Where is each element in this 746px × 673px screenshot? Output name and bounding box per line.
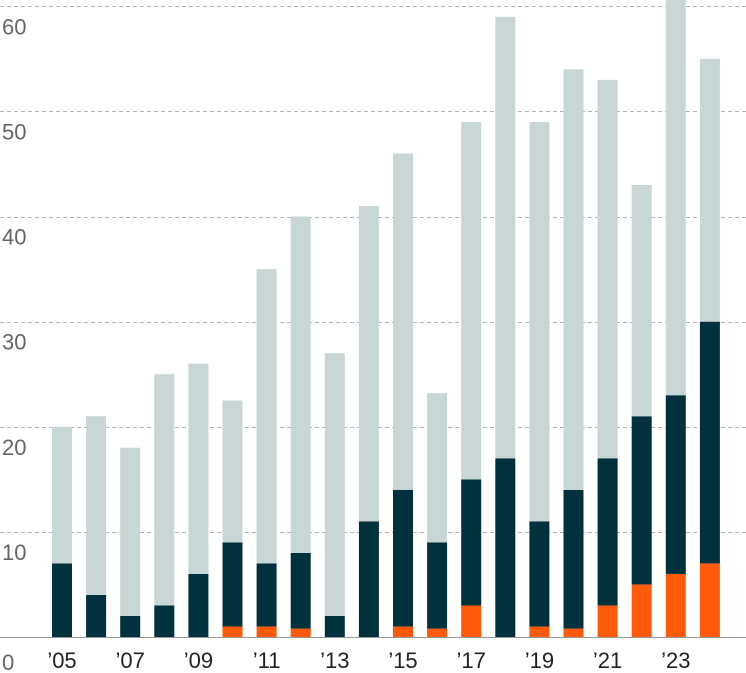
x-tick-label: ’07	[116, 648, 145, 673]
bar-segment	[290, 628, 311, 637]
bar-segment	[665, 395, 686, 574]
bar-segment	[86, 594, 107, 637]
bar-segment	[563, 489, 584, 629]
bar-segment	[222, 400, 243, 543]
bar-segment	[427, 542, 448, 629]
bar-segment	[358, 521, 379, 637]
bar-segment	[631, 185, 652, 417]
bar-segment	[52, 563, 72, 637]
bar-segment	[529, 521, 550, 627]
y-tick-label: 30	[2, 330, 26, 355]
bar-segment	[222, 626, 243, 637]
bar-segment	[529, 121, 550, 522]
bar-segment	[393, 626, 413, 637]
bar-segment	[290, 216, 311, 553]
x-tick-label: ’19	[525, 648, 554, 673]
x-tick-label: ’15	[388, 648, 417, 673]
bar-segment	[597, 458, 618, 606]
bar-segment	[699, 563, 720, 637]
y-axis-ticks: 0 10 20 30 40 50 60	[2, 14, 26, 673]
bar-segment	[256, 269, 277, 564]
bar-segment	[461, 605, 482, 637]
bar-segment	[324, 615, 345, 637]
bar-segment	[563, 628, 584, 637]
x-tick-label: ’17	[457, 648, 486, 673]
y-tick-label: 10	[2, 540, 26, 565]
bar-segment	[188, 363, 209, 574]
bar-segment	[52, 426, 72, 564]
x-tick-label: ’21	[593, 648, 622, 673]
bar-segment	[256, 563, 277, 627]
x-tick-label: ’09	[184, 648, 213, 673]
bar-segment	[393, 489, 413, 627]
bar-segment	[290, 552, 311, 629]
bar-segment	[461, 121, 482, 480]
bar-segment	[188, 573, 209, 637]
x-tick-label: ’05	[47, 648, 76, 673]
bar-segment	[427, 628, 448, 637]
bar-segment	[86, 416, 107, 595]
bar-segment	[699, 321, 720, 564]
bar-segment	[665, 0, 686, 396]
x-axis-ticks: ’05 ’07 ’09 ’11 ’13 ’15 ’17 ’19 ’21 ’23	[47, 648, 690, 673]
bar-segment	[120, 447, 141, 616]
bar-segment	[358, 206, 379, 522]
bar-segment	[222, 542, 243, 627]
bar-segment	[495, 458, 516, 637]
bar-segment	[154, 605, 175, 637]
bar-segment	[631, 416, 652, 585]
y-tick-label: 0	[2, 650, 14, 673]
bar-segment	[324, 353, 345, 616]
bar-segment	[461, 479, 482, 606]
bar-segment	[256, 626, 277, 637]
x-tick-label: ’23	[661, 648, 690, 673]
bar-segment	[529, 626, 550, 637]
bar-segment	[563, 69, 584, 490]
bar-segment	[597, 605, 618, 637]
x-tick-label: ’13	[320, 648, 349, 673]
x-tick-label: ’11	[253, 648, 281, 673]
bar-segment	[597, 79, 618, 459]
bar-segment	[699, 58, 720, 322]
bar-segment	[154, 374, 175, 606]
y-tick-label: 50	[2, 119, 26, 144]
bar-segment	[393, 153, 413, 490]
bar-segment	[631, 584, 652, 637]
bar-segment	[427, 393, 448, 543]
bars	[52, 0, 720, 637]
y-tick-label: 20	[2, 435, 26, 460]
bar-segment	[120, 615, 141, 637]
bar-segment	[495, 16, 516, 459]
y-tick-label: 40	[2, 225, 26, 250]
y-tick-label: 60	[2, 14, 26, 39]
bar-segment	[665, 573, 686, 637]
